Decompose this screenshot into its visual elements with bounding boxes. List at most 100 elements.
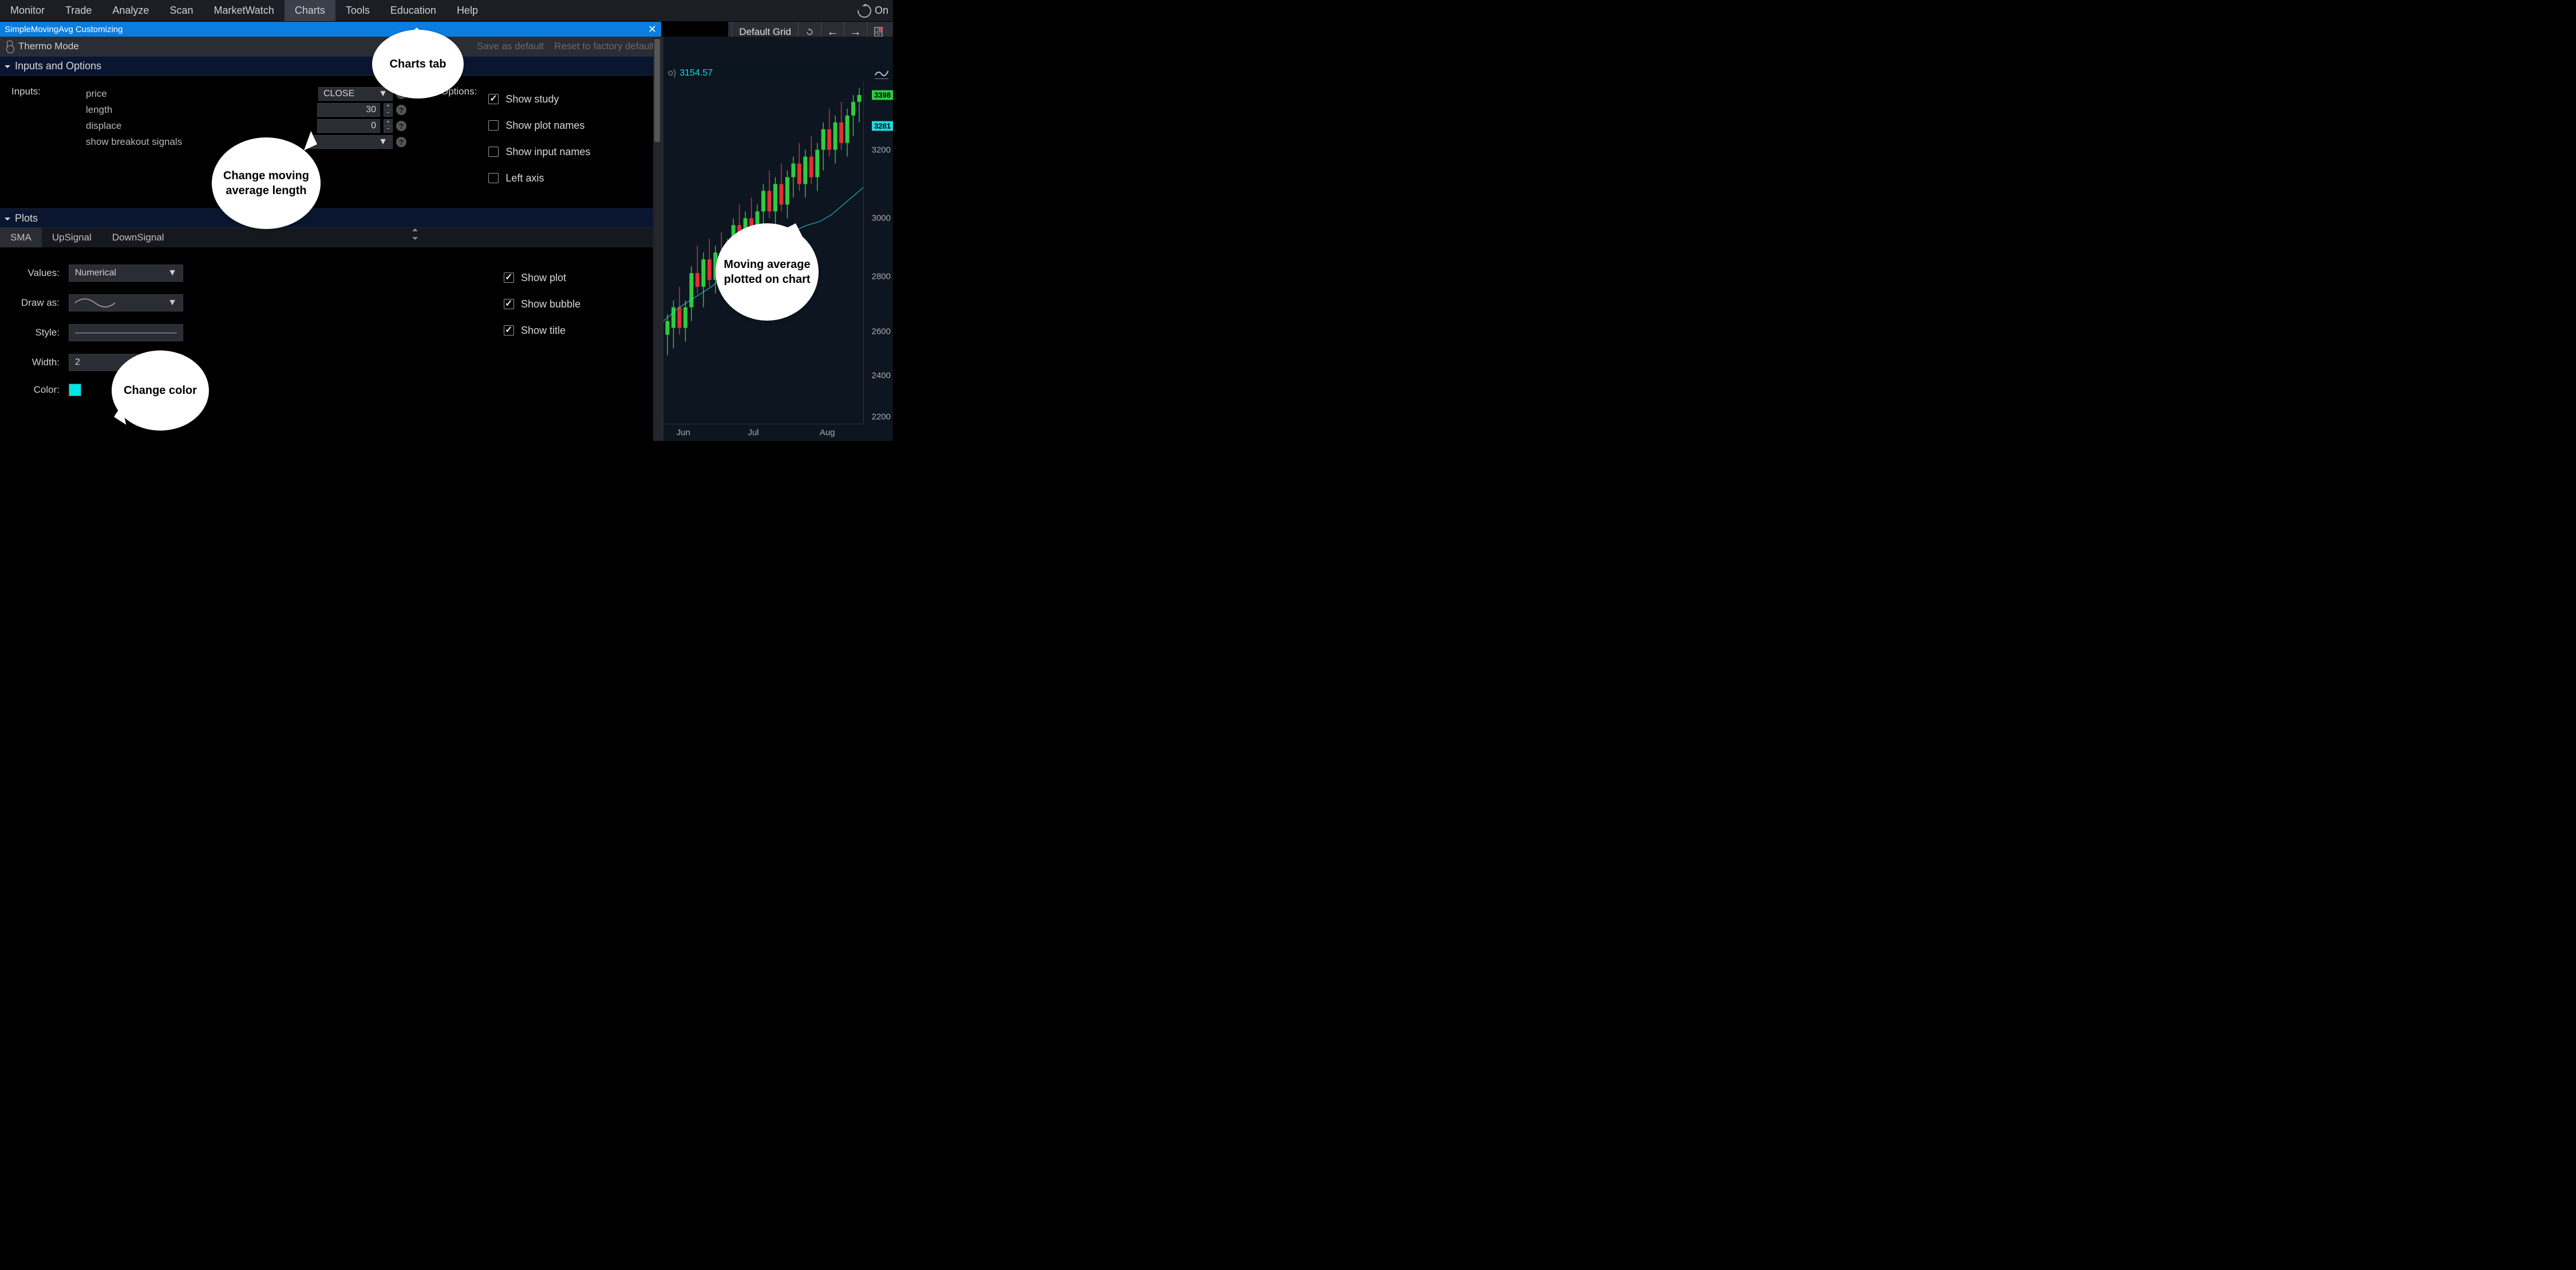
option-show-study[interactable]: Show study bbox=[488, 86, 590, 112]
option-show-input-names[interactable]: Show input names bbox=[488, 139, 590, 165]
values-value: Numerical bbox=[75, 268, 116, 278]
annotation-charts-tab: Charts tab bbox=[372, 30, 464, 98]
symbol-suffix: o) bbox=[668, 68, 676, 78]
chevron-down-icon: ▼ bbox=[168, 268, 177, 278]
tab-downsignal[interactable]: DownSignal bbox=[102, 228, 175, 247]
plots-header[interactable]: Plots bbox=[0, 208, 661, 228]
plot-option-show-plot[interactable]: Show plot bbox=[504, 265, 580, 291]
y-tick: 3000 bbox=[872, 214, 891, 223]
chart-type-icon[interactable] bbox=[875, 68, 888, 79]
values-label: Values: bbox=[11, 267, 69, 279]
menu-monitor[interactable]: Monitor bbox=[0, 0, 55, 21]
length-input[interactable]: 30 bbox=[317, 103, 380, 117]
plot-option-show-bubble[interactable]: Show bubble bbox=[504, 291, 580, 317]
option-label: Show input names bbox=[505, 146, 590, 158]
y-tick: 2400 bbox=[872, 371, 891, 381]
option-label: Show plot names bbox=[505, 120, 584, 132]
undo-icon bbox=[805, 26, 814, 38]
drawas-select[interactable]: ▼ bbox=[69, 294, 183, 311]
option-label: Show study bbox=[505, 93, 559, 105]
scroll-spinner[interactable] bbox=[412, 226, 418, 243]
tab-sma[interactable]: SMA bbox=[0, 228, 42, 247]
color-swatch bbox=[69, 384, 81, 396]
reload-icon bbox=[855, 1, 874, 21]
displace-input[interactable]: 0 bbox=[317, 119, 380, 133]
checkbox-icon bbox=[504, 299, 514, 309]
save-default-button[interactable]: Save as default bbox=[477, 41, 544, 52]
inputs-label: Inputs: bbox=[11, 86, 41, 97]
menu-charts[interactable]: Charts bbox=[285, 0, 335, 21]
input-row-length: length bbox=[86, 102, 292, 118]
x-tick: Jul bbox=[748, 428, 758, 437]
tab-upsignal[interactable]: UpSignal bbox=[42, 228, 102, 247]
width-value: 2 bbox=[75, 357, 80, 368]
close-icon[interactable]: ✕ bbox=[648, 23, 657, 36]
menu-marketwatch[interactable]: MarketWatch bbox=[203, 0, 284, 21]
option-label: Show plot bbox=[521, 272, 566, 284]
chevron-down-icon: ▼ bbox=[378, 89, 388, 99]
annotation-change-length: Change moving average length bbox=[212, 137, 321, 229]
x-axis: Jun Jul Aug bbox=[663, 424, 863, 441]
checkbox-icon bbox=[488, 120, 499, 131]
y-axis: 32003000280026002400220033983281 bbox=[863, 81, 893, 424]
style-label: Style: bbox=[11, 327, 69, 338]
plots-body: Values: Numerical ▼ Draw as: ▼ Style: Wi… bbox=[0, 247, 661, 413]
menu-help[interactable]: Help bbox=[447, 0, 488, 21]
input-row-price: price bbox=[86, 86, 292, 102]
length-spinner[interactable]: +− bbox=[384, 103, 393, 117]
scrollbar-thumb[interactable] bbox=[654, 39, 660, 142]
last-price: 3154.57 bbox=[679, 68, 713, 78]
thermo-label[interactable]: Thermo Mode bbox=[18, 41, 79, 52]
input-row-displace: displace bbox=[86, 118, 292, 134]
y-tick: 2200 bbox=[872, 412, 891, 422]
price-tag: 3398 bbox=[872, 90, 893, 100]
option-left-axis[interactable]: Left axis bbox=[488, 165, 590, 191]
color-label: Color: bbox=[11, 384, 69, 396]
wave-icon bbox=[75, 297, 115, 309]
annotation-ma-plotted: Moving average plotted on chart bbox=[716, 223, 819, 321]
checkbox-icon bbox=[488, 94, 499, 104]
dialog-body: Thermo Mode Save as default Reset to fac… bbox=[0, 37, 661, 441]
option-label: Show title bbox=[521, 325, 566, 337]
menu-tools[interactable]: Tools bbox=[335, 0, 380, 21]
plots-tabs: SMA UpSignal DownSignal bbox=[0, 228, 661, 247]
inputs-options-body: Inputs: price length displace show break… bbox=[0, 76, 661, 208]
values-select[interactable]: Numerical ▼ bbox=[69, 265, 183, 282]
chevron-down-icon: ▼ bbox=[378, 137, 388, 147]
thermometer-icon bbox=[7, 41, 13, 52]
grid-icon bbox=[874, 27, 883, 37]
price-value: CLOSE bbox=[323, 89, 354, 99]
menu-right[interactable]: On bbox=[858, 4, 893, 18]
chevron-down-icon: ▼ bbox=[168, 298, 177, 308]
on-label: On bbox=[875, 5, 888, 17]
help-icon[interactable]: ? bbox=[396, 121, 406, 131]
help-icon[interactable]: ? bbox=[396, 105, 406, 115]
y-tick: 2800 bbox=[872, 271, 891, 281]
y-tick: 2600 bbox=[872, 326, 891, 336]
menu-analyze[interactable]: Analyze bbox=[102, 0, 159, 21]
menu-scan[interactable]: Scan bbox=[159, 0, 203, 21]
option-show-plot-names[interactable]: Show plot names bbox=[488, 112, 590, 139]
drawas-label: Draw as: bbox=[11, 297, 69, 309]
dialog-titlebar: SimpleMovingAvg Customizing ✕ bbox=[0, 22, 661, 37]
checkbox-icon bbox=[488, 147, 499, 157]
checkbox-icon bbox=[488, 173, 499, 183]
x-tick: Jun bbox=[677, 428, 690, 437]
reset-default-button[interactable]: Reset to factory default bbox=[554, 41, 654, 52]
price-dropdown[interactable]: CLOSE ▼ bbox=[318, 87, 393, 101]
menu-trade[interactable]: Trade bbox=[55, 0, 102, 21]
main-menubar: Monitor Trade Analyze Scan MarketWatch C… bbox=[0, 0, 893, 22]
plot-option-show-title[interactable]: Show title bbox=[504, 317, 580, 344]
y-tick: 3200 bbox=[872, 145, 891, 155]
displace-spinner[interactable]: +− bbox=[384, 119, 393, 133]
x-tick: Aug bbox=[820, 428, 835, 437]
plots-label: Plots bbox=[15, 212, 38, 224]
inputs-options-label: Inputs and Options bbox=[15, 60, 101, 72]
annotation-change-color: Change color bbox=[112, 350, 209, 431]
help-icon[interactable]: ? bbox=[396, 137, 406, 147]
inputs-options-header[interactable]: Inputs and Options bbox=[0, 56, 661, 76]
width-label: Width: bbox=[11, 357, 69, 368]
style-select[interactable] bbox=[69, 324, 183, 341]
dialog-scrollbar[interactable] bbox=[653, 37, 661, 441]
chart-header: o) 3154.57 bbox=[663, 65, 893, 81]
